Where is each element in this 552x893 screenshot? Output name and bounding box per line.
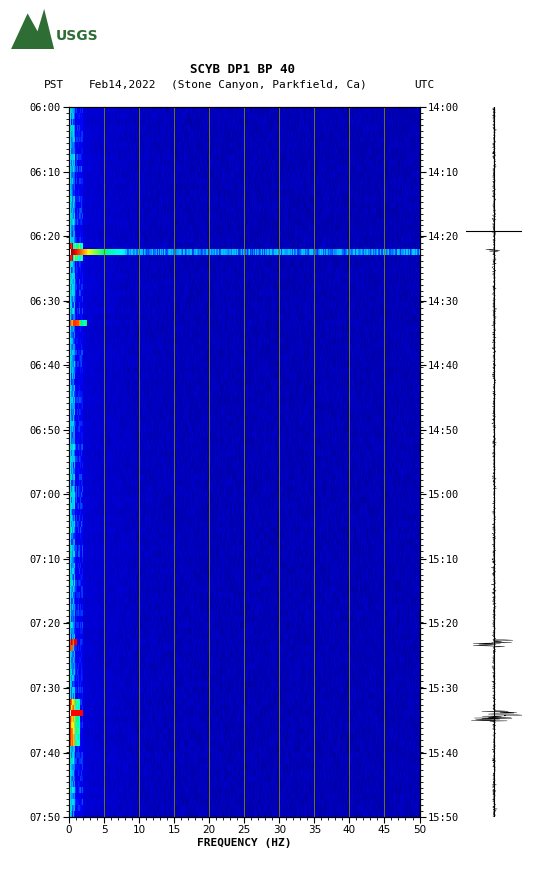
Text: (Stone Canyon, Parkfield, Ca): (Stone Canyon, Parkfield, Ca) [171,79,367,90]
Text: SCYB DP1 BP 40: SCYB DP1 BP 40 [190,63,295,76]
Polygon shape [11,9,54,49]
X-axis label: FREQUENCY (HZ): FREQUENCY (HZ) [197,839,291,848]
Text: USGS: USGS [56,29,99,43]
Text: UTC: UTC [414,79,434,90]
Text: PST: PST [44,79,65,90]
Text: Feb14,2022: Feb14,2022 [88,79,156,90]
